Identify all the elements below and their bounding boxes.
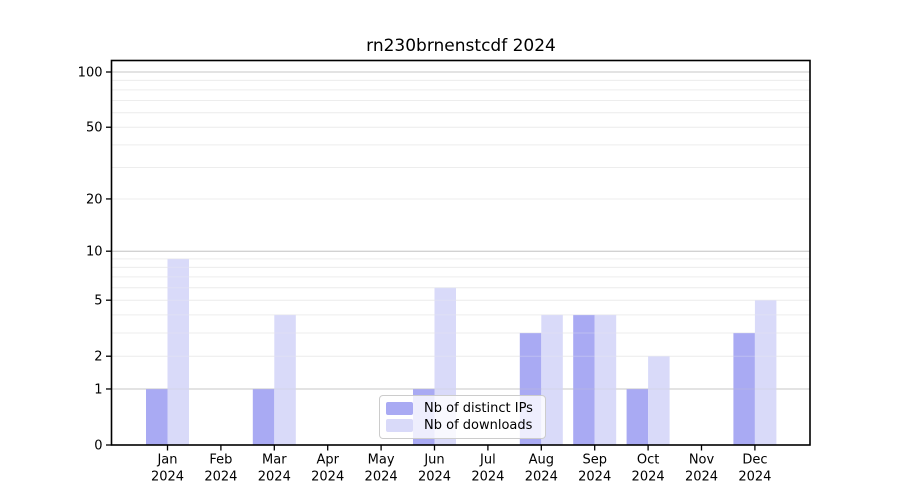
bar-nb-of-downloads-dec bbox=[754, 300, 777, 445]
x-tick-label-year: 2024 bbox=[204, 470, 237, 485]
bar-nb-of-distinct-ips-sep bbox=[573, 314, 595, 445]
x-tick-label-year: 2024 bbox=[151, 470, 184, 485]
x-tick-label-month: Mar bbox=[262, 453, 287, 468]
x-tick-label-month: Sep bbox=[582, 453, 607, 468]
bar-nb-of-downloads-oct bbox=[648, 356, 670, 445]
y-tick-label: 100 bbox=[78, 66, 103, 81]
x-tick-label-year: 2024 bbox=[471, 470, 504, 485]
gridlines bbox=[111, 71, 810, 390]
y-tick-label: 50 bbox=[86, 121, 103, 136]
bar-nb-of-downloads-sep bbox=[594, 314, 617, 445]
legend-label-downloads: Nb of downloads bbox=[424, 418, 533, 434]
x-tick-label-month: Jun bbox=[423, 453, 444, 468]
x-tick-label-month: Jul bbox=[479, 453, 496, 468]
x-tick-label-month: Apr bbox=[316, 453, 339, 468]
axes-spine bbox=[110, 59, 811, 446]
x-tick-label-month: Dec bbox=[742, 453, 767, 468]
legend-label-distinct-ips: Nb of distinct IPs bbox=[424, 400, 533, 416]
y-tick-label: 0 bbox=[94, 439, 102, 454]
x-tick-label-year: 2024 bbox=[738, 470, 771, 485]
legend-item-distinct-ips: Nb of distinct IPs bbox=[386, 401, 539, 416]
legend-swatch-downloads bbox=[386, 419, 413, 433]
x-tick-label-year: 2024 bbox=[258, 470, 291, 485]
y-tick-label: 5 bbox=[94, 294, 102, 309]
x-tick-label-year: 2024 bbox=[578, 470, 611, 485]
x-tick-label-year: 2024 bbox=[311, 470, 344, 485]
bar-nb-of-downloads-mar bbox=[274, 314, 296, 445]
x-tick-label-month: Jan bbox=[156, 453, 177, 468]
x-axis: Jan 2024 Feb 2024 Mar 2024 Apr 2024 May 2024 Jun 20… bbox=[151, 445, 771, 485]
y-tick-label: 1 bbox=[94, 382, 102, 397]
bar-nb-of-downloads-aug bbox=[541, 314, 563, 445]
x-tick-label-month: Feb bbox=[209, 453, 232, 468]
x-tick-label-year: 2024 bbox=[685, 470, 718, 485]
bar-nb-of-distinct-ips-jan bbox=[146, 388, 168, 445]
gridline-overlay bbox=[111, 71, 810, 390]
chart-title: rn230brnenstcdf 2024 bbox=[366, 36, 556, 56]
legend: Nb of distinct IPs Nb of downloads bbox=[379, 395, 546, 439]
bar-nb-of-downloads-jan bbox=[167, 258, 189, 445]
x-tick-label-month: Nov bbox=[689, 453, 715, 468]
x-tick-label-year: 2024 bbox=[365, 470, 398, 485]
legend-swatch-distinct-ips bbox=[386, 401, 413, 415]
x-tick-label-month: May bbox=[368, 453, 395, 468]
y-tick-label: 10 bbox=[86, 245, 103, 260]
legend-item-downloads: Nb of downloads bbox=[386, 418, 539, 433]
bar-nb-of-distinct-ips-oct bbox=[626, 388, 649, 445]
x-tick-label-year: 2024 bbox=[632, 470, 665, 485]
y-tick-label: 2 bbox=[94, 350, 102, 365]
x-tick-label-year: 2024 bbox=[418, 470, 451, 485]
y-axis: 0 1 2 5 10 20 50 100 bbox=[78, 66, 112, 454]
bar-nb-of-distinct-ips-mar bbox=[252, 388, 275, 445]
x-tick-label-month: Aug bbox=[529, 453, 554, 468]
x-tick-label-year: 2024 bbox=[525, 470, 558, 485]
x-tick-label-month: Oct bbox=[637, 453, 659, 468]
y-tick-label: 20 bbox=[86, 192, 103, 207]
bar-nb-of-distinct-ips-dec bbox=[733, 332, 755, 445]
